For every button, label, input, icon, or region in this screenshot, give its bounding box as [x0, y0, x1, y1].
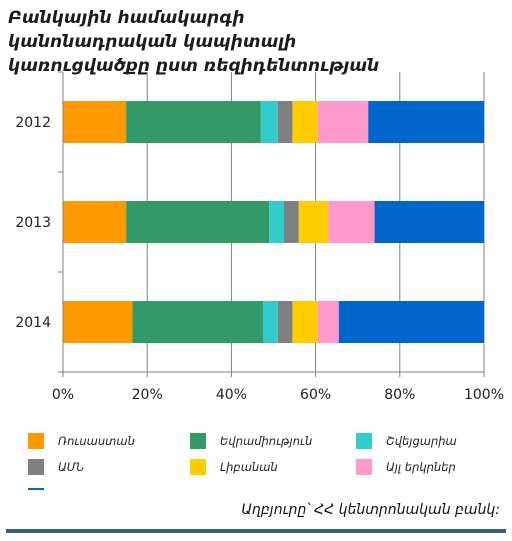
- legend-label: Եվրամիություն: [220, 434, 313, 448]
- x-tick-label: 20%: [132, 387, 163, 403]
- bar-2012-series-2: [126, 101, 261, 143]
- y-tick-label: 2014: [15, 315, 51, 331]
- legend-label: Այլ երկրներ: [386, 460, 456, 474]
- source-note: Աղբյուրը՝ ՀՀ կենտրոնական բանկ:: [241, 502, 500, 518]
- bar-2013-series-4: [284, 201, 299, 243]
- bar-2013-series-3: [269, 201, 285, 243]
- bar-2012-series-7: [368, 101, 484, 143]
- y-tick-label: 2012: [15, 115, 51, 131]
- bar-2014-series-6: [317, 301, 339, 343]
- bar-2012-series-6: [317, 101, 369, 143]
- bar-2014-series-2: [132, 301, 263, 343]
- bar-2013-series-7: [374, 201, 484, 243]
- legend-item-3: Շվեյցարիա: [356, 433, 457, 449]
- legend-swatch: [190, 433, 206, 449]
- legend-item-1: Ռուսաստան: [28, 433, 135, 449]
- legend-label: Լիբանան: [220, 460, 278, 474]
- legend-label: ԱՄՆ: [58, 460, 85, 474]
- legend-label: Ռուսաստան: [58, 434, 135, 448]
- bar-2014-series-3: [262, 301, 278, 343]
- bar-2012-series-3: [260, 101, 278, 143]
- bottom-rule: [6, 529, 506, 533]
- bar-2012-series-1: [63, 101, 127, 143]
- bar-2013-series-2: [126, 201, 270, 243]
- bar-2013-series-1: [63, 201, 127, 243]
- legend-label: Շվեյցարիա: [386, 434, 457, 448]
- x-tick-label: 40%: [216, 387, 247, 403]
- legend-item-5: Լիբանան: [190, 459, 278, 475]
- x-tick-label: 80%: [384, 387, 415, 403]
- legend-swatch: [356, 459, 372, 475]
- legend-item-4: ԱՄՆ: [28, 459, 84, 475]
- legend-item-6: Այլ երկրներ: [356, 459, 456, 475]
- bar-2014-series-5: [292, 301, 318, 343]
- bar-2014-series-7: [338, 301, 484, 343]
- x-tick-label: 0%: [52, 387, 74, 403]
- legend-swatch: [28, 433, 44, 449]
- legend-swatch-series-7: [28, 488, 44, 490]
- chart-title: Բանկային համակարգի կանոնադրական կապիտալի…: [8, 8, 380, 76]
- legend-swatch: [28, 459, 44, 475]
- axes: [58, 71, 485, 377]
- bar-2014-series-4: [277, 301, 293, 343]
- bar-2013-series-6: [328, 201, 375, 243]
- legend-swatch: [190, 459, 206, 475]
- bar-2012-series-4: [277, 101, 293, 143]
- legend-item-2: Եվրամիություն: [190, 433, 312, 449]
- tick-labels: 0% 20% 40% 60% 80% 100% 2012 2013 2014: [15, 115, 504, 403]
- x-tick-label: 100%: [464, 387, 504, 403]
- bar-2013-series-5: [298, 201, 329, 243]
- legend-swatch: [356, 433, 372, 449]
- stacked-bar-chart: 0% 20% 40% 60% 80% 100% 2012 2013 2014: [15, 71, 504, 403]
- bar-2014-series-1: [63, 301, 133, 343]
- x-tick-label: 60%: [300, 387, 331, 403]
- bars: [63, 101, 484, 343]
- y-tick-label: 2013: [15, 215, 51, 231]
- bar-2012-series-5: [292, 101, 318, 143]
